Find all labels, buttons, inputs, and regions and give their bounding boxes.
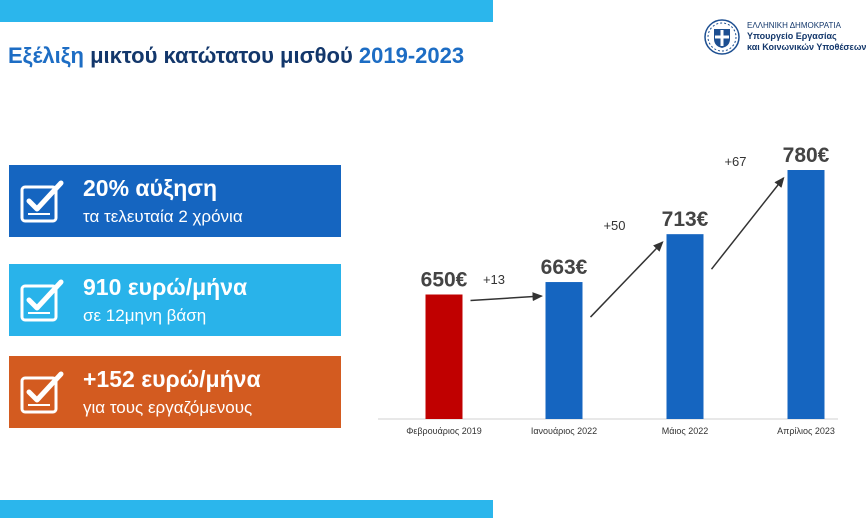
highlight-sub-text: σε 12μηνη βάση	[83, 306, 207, 325]
logo-line-1: ΕΛΛΗΝΙΚΗ ΔΗΜΟΚΡΑΤΙΑ	[747, 21, 841, 30]
x-tick-label-4: Απρίλιος 2023	[777, 426, 835, 436]
bar-3	[666, 234, 704, 419]
x-tick-label-1: Φεβρουάριος 2019	[406, 426, 482, 436]
bar-2	[545, 282, 583, 419]
title-part-3: 2019-2023	[358, 43, 465, 68]
increment-arrow-2	[589, 241, 664, 318]
highlight-box-annual: 910 ευρώ/μήνα σε 12μηνη βάση	[9, 264, 341, 336]
highlight-sub-text: για τους εργαζόμενους	[83, 398, 253, 417]
logo-text: ΕΛΛΗΝΙΚΗ ΔΗΜΟΚΡΑΤΙΑ Υπουργείο Εργασίας κ…	[747, 20, 866, 53]
logo-line-3: και Κοινωνικών Υποθέσεων	[747, 42, 867, 52]
x-tick-label-3: Μάιος 2022	[662, 426, 709, 436]
highlight-main-text: 20% αύξηση	[83, 175, 218, 201]
checklist-icon	[20, 180, 64, 223]
increment-label-3: +67	[724, 154, 746, 169]
data-label-2: 663€	[541, 256, 588, 279]
logo-line-2: Υπουργείο Εργασίας	[747, 31, 837, 41]
bar-1	[425, 294, 463, 419]
highlight-main-text: 910 ευρώ/μήνα	[83, 274, 248, 300]
top-accent-bar	[0, 0, 493, 22]
increment-arrow-3	[710, 176, 785, 270]
x-tick-label-2: Ιανουάριος 2022	[531, 426, 597, 436]
title-part-2: μικτού κατώτατου μισθού	[83, 43, 359, 68]
bar-4	[787, 170, 825, 419]
highlight-box-monthly: +152 ευρώ/μήνα για τους εργαζόμενους	[9, 356, 341, 428]
highlight-main-text: +152 ευρώ/μήνα	[83, 366, 261, 392]
wage-bar-chart: 650€ Φεβρουάριος 2019 663€ Ιανουάριος 2022 7…	[378, 144, 838, 436]
highlight-sub-text: τα τελευταία 2 χρόνια	[83, 207, 243, 226]
page-title: Εξέλιξη μικτού κατώτατου μισθού 2019-202…	[8, 43, 464, 69]
highlight-box-increase: 20% αύξηση τα τελευταία 2 χρόνια	[9, 165, 341, 237]
increment-label-1: +13	[483, 272, 505, 287]
checklist-icon	[20, 279, 64, 322]
checklist-icon	[20, 371, 64, 414]
title-part-1: Εξέλιξη	[8, 43, 84, 68]
greek-emblem-icon	[704, 19, 740, 55]
increment-arrow-1	[470, 292, 543, 302]
data-label-4: 780€	[783, 144, 830, 167]
data-label-3: 713€	[662, 208, 709, 231]
data-label-1: 650€	[421, 269, 468, 292]
increment-label-2: +50	[603, 218, 625, 233]
bottom-accent-bar	[0, 500, 493, 518]
ministry-logo: ΕΛΛΗΝΙΚΗ ΔΗΜΟΚΡΑΤΙΑ Υπουργείο Εργασίας κ…	[703, 18, 866, 58]
